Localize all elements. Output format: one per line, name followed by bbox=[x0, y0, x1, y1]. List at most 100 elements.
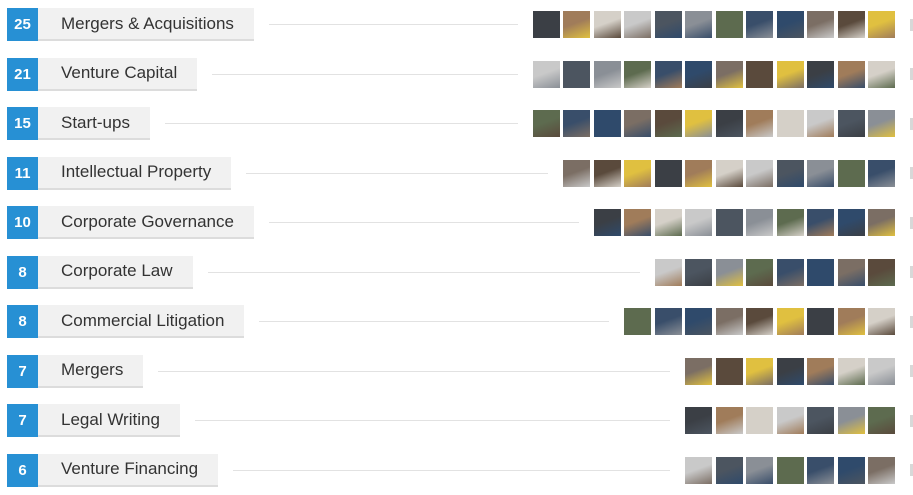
endorser-photo[interactable] bbox=[716, 308, 743, 335]
endorser-photo[interactable] bbox=[838, 358, 865, 385]
endorsement-count[interactable]: 7 bbox=[7, 355, 38, 388]
endorsement-count[interactable]: 21 bbox=[7, 58, 38, 91]
endorser-photo[interactable] bbox=[685, 61, 712, 88]
endorser-photo[interactable] bbox=[777, 209, 804, 236]
endorser-photo[interactable] bbox=[838, 11, 865, 38]
endorser-photo[interactable] bbox=[777, 457, 804, 484]
endorser-photo[interactable] bbox=[746, 358, 773, 385]
endorser-photo[interactable] bbox=[533, 61, 560, 88]
endorser-photo[interactable] bbox=[807, 61, 834, 88]
skill-name[interactable]: Venture Capital bbox=[38, 58, 197, 91]
endorser-photo[interactable] bbox=[777, 407, 804, 434]
skill-name[interactable]: Corporate Law bbox=[38, 256, 193, 289]
endorser-photo[interactable] bbox=[716, 209, 743, 236]
skill-name[interactable]: Mergers bbox=[38, 355, 143, 388]
endorser-photo[interactable] bbox=[594, 61, 621, 88]
endorser-photo[interactable] bbox=[838, 407, 865, 434]
endorser-photo[interactable] bbox=[716, 358, 743, 385]
endorsement-count[interactable]: 15 bbox=[7, 107, 38, 140]
endorser-photo[interactable] bbox=[655, 308, 682, 335]
endorser-photo[interactable] bbox=[868, 407, 895, 434]
endorser-photo[interactable] bbox=[838, 259, 865, 286]
endorser-photo[interactable] bbox=[716, 110, 743, 137]
endorser-photo[interactable] bbox=[624, 61, 651, 88]
endorser-photo[interactable] bbox=[716, 61, 743, 88]
endorser-photo[interactable] bbox=[807, 407, 834, 434]
endorsement-count[interactable]: 10 bbox=[7, 206, 38, 239]
endorser-photo[interactable] bbox=[716, 457, 743, 484]
endorser-photo[interactable] bbox=[624, 160, 651, 187]
endorsement-count[interactable]: 8 bbox=[7, 305, 38, 338]
endorser-photo[interactable] bbox=[685, 11, 712, 38]
endorser-photo[interactable] bbox=[838, 308, 865, 335]
endorser-photo[interactable] bbox=[594, 110, 621, 137]
endorser-photo[interactable] bbox=[838, 457, 865, 484]
endorser-photo[interactable] bbox=[868, 209, 895, 236]
endorser-photo[interactable] bbox=[746, 407, 773, 434]
endorser-photo[interactable] bbox=[563, 11, 590, 38]
endorser-photo[interactable] bbox=[716, 407, 743, 434]
skill-name[interactable]: Legal Writing bbox=[38, 404, 180, 437]
endorser-photo[interactable] bbox=[807, 457, 834, 484]
endorser-photo[interactable] bbox=[807, 259, 834, 286]
endorser-photo[interactable] bbox=[746, 61, 773, 88]
endorser-photo[interactable] bbox=[685, 110, 712, 137]
endorser-photo[interactable] bbox=[807, 110, 834, 137]
endorser-photo[interactable] bbox=[746, 11, 773, 38]
skill-name[interactable]: Intellectual Property bbox=[38, 157, 231, 190]
endorser-photo[interactable] bbox=[868, 358, 895, 385]
endorser-photo[interactable] bbox=[868, 259, 895, 286]
endorser-photo[interactable] bbox=[868, 61, 895, 88]
endorser-photo[interactable] bbox=[655, 209, 682, 236]
endorser-photo[interactable] bbox=[746, 259, 773, 286]
endorser-photo[interactable] bbox=[655, 160, 682, 187]
endorser-photo[interactable] bbox=[838, 61, 865, 88]
endorser-photo[interactable] bbox=[868, 110, 895, 137]
endorser-photo[interactable] bbox=[838, 209, 865, 236]
endorser-photo[interactable] bbox=[807, 11, 834, 38]
endorser-photo[interactable] bbox=[807, 160, 834, 187]
endorser-photo[interactable] bbox=[685, 457, 712, 484]
endorser-photo[interactable] bbox=[716, 160, 743, 187]
endorser-photo[interactable] bbox=[685, 308, 712, 335]
endorser-photo[interactable] bbox=[746, 308, 773, 335]
endorser-photo[interactable] bbox=[746, 110, 773, 137]
endorser-photo[interactable] bbox=[777, 358, 804, 385]
endorser-photo[interactable] bbox=[716, 259, 743, 286]
endorser-photo[interactable] bbox=[655, 61, 682, 88]
endorser-photo[interactable] bbox=[777, 11, 804, 38]
endorser-photo[interactable] bbox=[685, 160, 712, 187]
endorser-photo[interactable] bbox=[838, 160, 865, 187]
endorsement-count[interactable]: 11 bbox=[7, 157, 38, 190]
endorser-photo[interactable] bbox=[624, 209, 651, 236]
endorsement-count[interactable]: 8 bbox=[7, 256, 38, 289]
skill-name[interactable]: Start-ups bbox=[38, 107, 150, 140]
endorser-photo[interactable] bbox=[594, 160, 621, 187]
endorser-photo[interactable] bbox=[807, 308, 834, 335]
endorser-photo[interactable] bbox=[868, 160, 895, 187]
endorser-photo[interactable] bbox=[868, 457, 895, 484]
endorser-photo[interactable] bbox=[777, 61, 804, 88]
endorser-photo[interactable] bbox=[533, 11, 560, 38]
endorser-photo[interactable] bbox=[746, 160, 773, 187]
skill-name[interactable]: Commercial Litigation bbox=[38, 305, 244, 338]
endorser-photo[interactable] bbox=[685, 259, 712, 286]
endorser-photo[interactable] bbox=[563, 160, 590, 187]
endorser-photo[interactable] bbox=[624, 308, 651, 335]
endorser-photo[interactable] bbox=[868, 11, 895, 38]
endorser-photo[interactable] bbox=[746, 209, 773, 236]
endorser-photo[interactable] bbox=[533, 110, 560, 137]
endorser-photo[interactable] bbox=[685, 407, 712, 434]
endorsement-count[interactable]: 25 bbox=[7, 8, 38, 41]
endorser-photo[interactable] bbox=[716, 11, 743, 38]
endorser-photo[interactable] bbox=[685, 358, 712, 385]
endorser-photo[interactable] bbox=[807, 358, 834, 385]
skill-name[interactable]: Corporate Governance bbox=[38, 206, 254, 239]
endorser-photo[interactable] bbox=[777, 308, 804, 335]
endorser-photo[interactable] bbox=[655, 259, 682, 286]
endorser-photo[interactable] bbox=[777, 110, 804, 137]
endorser-photo[interactable] bbox=[655, 110, 682, 137]
endorser-photo[interactable] bbox=[563, 61, 590, 88]
endorser-photo[interactable] bbox=[685, 209, 712, 236]
endorser-photo[interactable] bbox=[563, 110, 590, 137]
